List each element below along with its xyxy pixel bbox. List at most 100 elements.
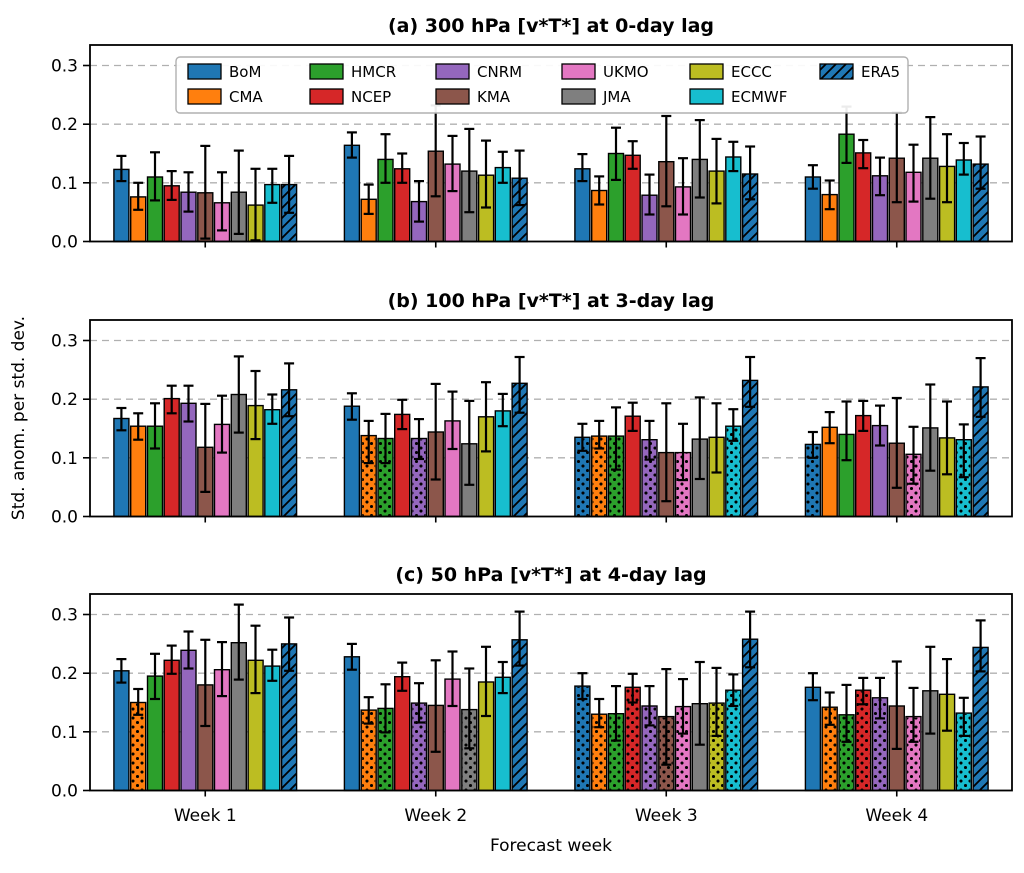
y-axis-label: Std. anom. per std. dev.	[9, 316, 29, 520]
legend-swatch-ncep	[309, 88, 344, 105]
bar-hatch-overlay	[281, 389, 297, 517]
panel-a: 0.0 0.1 0.2 0.3 (a) 300 hPa [v*T*] at 0-day …	[51, 15, 1013, 253]
bar-bom	[113, 417, 130, 518]
bar-dot-overlay	[726, 691, 740, 790]
bar-dot-overlay	[840, 715, 853, 790]
bar-dot-overlay	[676, 453, 690, 516]
legend-label: KMA	[477, 88, 511, 106]
bar-hatch-overlay	[281, 643, 297, 791]
y-tick-label: 0.1	[51, 174, 78, 194]
x-tick-label: Week 3	[635, 806, 698, 826]
legend-swatch-kma	[435, 88, 470, 105]
bar-dot-overlay	[592, 715, 606, 790]
bar-dot-overlay	[907, 717, 920, 790]
bar-dot-overlay	[643, 707, 656, 790]
bar-hatch-overlay	[742, 380, 758, 517]
bar-bom	[343, 405, 361, 518]
x-axis-label: Forecast week	[490, 836, 612, 856]
y-tick-label: 0.0	[51, 508, 78, 528]
legend-swatch-hatch	[820, 64, 853, 79]
legend-swatch-ecmwf	[689, 88, 724, 105]
y-tick-label: 0.3	[51, 57, 78, 77]
x-tick-label: Week 2	[404, 806, 467, 826]
bar-dot-overlay	[676, 707, 690, 790]
legend-label: UKMO	[603, 63, 649, 81]
bar-ncep	[394, 676, 411, 792]
bar-dot-overlay	[462, 710, 476, 790]
bar-dot-overlay	[131, 703, 145, 790]
legend-label: BoM	[229, 63, 261, 81]
bar-ncep	[163, 659, 180, 792]
y-tick-label: 0.0	[51, 233, 78, 253]
panel-b: 0.0 0.1 0.2 0.3 (b) 100 hPa [v*T*] at 3-day …	[51, 290, 1013, 528]
y-tick-label: 0.2	[51, 664, 78, 684]
y-tick-label: 0.3	[51, 332, 78, 352]
bar-dot-overlay	[823, 708, 837, 790]
legend: BoM CMA HMCR NCEP CNRM KMA UKMO JMA ECCC ECMWF ERA…	[175, 56, 909, 114]
legend-label: ERA5	[861, 63, 900, 81]
bar-dot-overlay	[609, 437, 623, 516]
legend-swatch-hmcr	[309, 63, 344, 80]
x-tick-label: Week 1	[174, 806, 237, 826]
legend-label: JMA	[602, 88, 631, 106]
y-tick-label: 0.1	[51, 723, 78, 743]
bar-ecmwf	[264, 665, 281, 792]
y-tick-label: 0.0	[51, 782, 78, 802]
x-tick-label: Week 4	[865, 806, 928, 826]
bar-hatch-overlay	[512, 639, 528, 791]
y-tick-label: 0.3	[51, 606, 78, 626]
legend-box	[175, 56, 909, 114]
bar-ncep	[163, 397, 180, 518]
legend-label: ECMWF	[731, 88, 787, 106]
bar-dot-overlay	[907, 455, 920, 516]
bar-dot-overlay	[412, 704, 426, 790]
legend-label: CNRM	[477, 63, 522, 81]
y-tick-label: 0.2	[51, 390, 78, 410]
axes-frame	[89, 319, 1013, 518]
axes-frame	[89, 44, 1013, 243]
bar-dot-overlay	[873, 698, 887, 790]
y-tick-label: 0.1	[51, 449, 78, 469]
bar-dot-overlay	[806, 445, 820, 516]
legend-swatch-bom	[187, 63, 222, 80]
bar-hatch-overlay	[973, 164, 989, 242]
bar-dot-overlay	[626, 688, 640, 790]
bar-dot-overlay	[726, 427, 740, 516]
bar-dot-overlay	[710, 704, 724, 790]
y-tick-label: 0.2	[51, 115, 78, 135]
panel-title: (a) 300 hPa [v*T*] at 0-day lag	[388, 15, 714, 37]
bar-hatch-overlay	[512, 178, 528, 242]
bar-hatch-overlay	[742, 174, 758, 242]
bar-dot-overlay	[362, 711, 376, 790]
legend-swatch-eccc	[689, 63, 724, 80]
bar-dot-overlay	[957, 714, 971, 790]
bar-bom	[113, 670, 130, 792]
legend-label: ECCC	[731, 63, 772, 81]
bar-ecmwf	[494, 676, 511, 792]
bar-hatch-overlay	[973, 386, 989, 517]
legend-label: CMA	[229, 88, 263, 106]
bar-bom	[343, 656, 361, 792]
bar-dot-overlay	[379, 439, 392, 516]
legend-label: HMCR	[351, 63, 396, 81]
bar-dot-overlay	[575, 687, 589, 790]
legend-swatch-ukmo	[561, 63, 596, 80]
bar-hatch-overlay	[742, 639, 758, 791]
bar-hatch-overlay	[973, 647, 989, 791]
bar-dot-overlay	[592, 437, 606, 516]
legend-swatch-jma	[561, 88, 596, 105]
bar-bom	[804, 686, 822, 792]
bar-hatch-overlay	[512, 383, 528, 517]
bar-dot-overlay	[379, 709, 392, 790]
panel-c: 0.0 0.1 0.2 0.3 (c) 50 hPa [v*T*] at 4-day l…	[51, 564, 1013, 802]
axes-frame	[89, 593, 1013, 792]
bar-dot-overlay	[575, 438, 589, 516]
panel-title: (b) 100 hPa [v*T*] at 3-day lag	[388, 290, 715, 312]
bar-dot-overlay	[856, 691, 870, 790]
bar-bom	[343, 144, 361, 243]
bar-ecmwf	[264, 409, 281, 518]
legend-label: NCEP	[351, 88, 391, 106]
bar-dot-overlay	[362, 436, 376, 516]
